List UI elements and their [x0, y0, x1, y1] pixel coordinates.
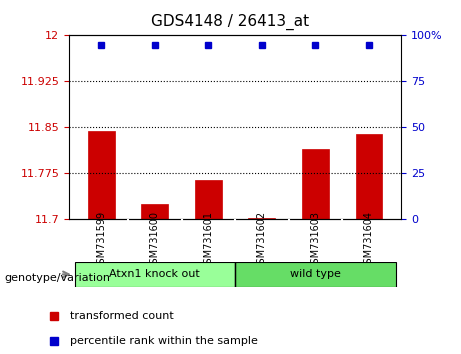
Bar — [355, 133, 382, 219]
FancyBboxPatch shape — [75, 262, 235, 287]
Text: GSM731602: GSM731602 — [257, 211, 267, 270]
Text: GSM731600: GSM731600 — [150, 211, 160, 270]
Text: GSM731599: GSM731599 — [96, 211, 106, 270]
Text: GSM731604: GSM731604 — [364, 211, 374, 270]
Text: genotype/variation: genotype/variation — [5, 273, 111, 283]
Text: GSM731603: GSM731603 — [310, 211, 320, 270]
Text: GDS4148 / 26413_at: GDS4148 / 26413_at — [151, 14, 310, 30]
Bar — [302, 149, 329, 219]
Text: Atxn1 knock out: Atxn1 knock out — [109, 269, 200, 279]
Bar — [142, 204, 168, 219]
FancyBboxPatch shape — [235, 262, 396, 287]
Text: transformed count: transformed count — [70, 311, 173, 321]
Bar — [248, 218, 275, 219]
Bar — [195, 179, 222, 219]
Text: percentile rank within the sample: percentile rank within the sample — [70, 336, 258, 346]
Bar — [88, 131, 115, 219]
Text: GSM731601: GSM731601 — [203, 211, 213, 270]
Text: wild type: wild type — [290, 269, 341, 279]
